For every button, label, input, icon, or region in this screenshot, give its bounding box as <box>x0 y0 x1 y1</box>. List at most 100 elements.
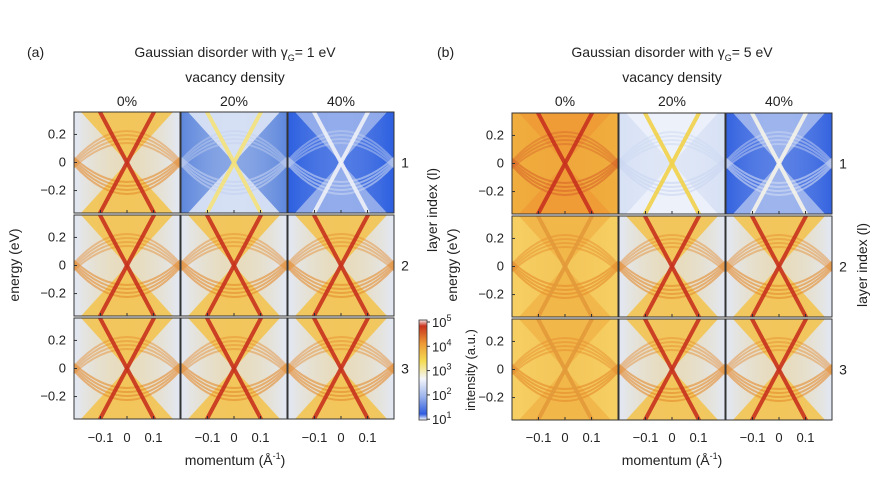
band-arc <box>181 340 287 371</box>
y-tick-label: 0.2 <box>486 127 504 142</box>
y-tick-label: 0 <box>59 361 66 376</box>
heatmap-panel <box>181 215 287 316</box>
band-arc <box>726 157 832 184</box>
band-arc <box>619 246 725 273</box>
band-arc <box>181 344 287 373</box>
y-tick-label: 0 <box>59 155 66 170</box>
band-arc <box>619 242 725 271</box>
band-arc <box>288 241 394 270</box>
column-label: 0% <box>555 93 575 109</box>
band-arc <box>726 345 832 374</box>
column-label: 40% <box>765 93 793 109</box>
lower-cone <box>81 368 173 419</box>
band-arc <box>288 158 394 187</box>
colorbar-tick-label: 102 <box>432 386 451 403</box>
band-arc <box>619 135 725 166</box>
band-arc <box>288 364 394 393</box>
colorbar: 105 104 103 102 101 intensity (a.u.) <box>418 313 478 427</box>
column-header-b: vacancy density <box>622 69 722 85</box>
upper-cone <box>733 319 825 370</box>
upper-cone <box>81 215 173 266</box>
band-arc <box>288 263 394 294</box>
band-arc <box>512 267 618 299</box>
band-arc <box>288 266 394 298</box>
row-label: 3 <box>401 361 409 377</box>
dirac-band <box>98 112 156 213</box>
lower-cone <box>188 265 280 316</box>
lower-cone <box>81 162 173 213</box>
band-arc <box>619 337 725 369</box>
band-arc <box>619 139 725 168</box>
heatmap-panel <box>512 319 618 420</box>
lower-cone <box>733 369 825 420</box>
heatmap-panel <box>726 113 832 214</box>
lower-cone <box>295 162 387 213</box>
band-arc <box>74 142 180 169</box>
column-label: 0% <box>117 93 137 109</box>
upper-cone <box>519 113 611 164</box>
upper-cone <box>519 319 611 370</box>
band-arc <box>74 156 180 183</box>
band-arc <box>512 262 618 291</box>
band-arc <box>181 233 287 265</box>
colorbar-tick-label: 103 <box>432 362 451 379</box>
band-arc <box>619 161 725 192</box>
title-b: Gaussian disorder with γG= 5 eV <box>571 44 773 63</box>
band-arc <box>726 135 832 166</box>
band-arc <box>74 134 180 165</box>
heatmap-grid-b: 0.2 0 −0.2 1 0.2 0 −0.2 2 0.2 0 −0.2 3 0% −0.1 0 0.1 20%… <box>478 93 847 445</box>
heatmap-panels: 0.20−0.210.20−0.220.20−0.230%−0.1 0 0.120%… <box>40 93 847 445</box>
band-arc <box>619 143 725 170</box>
band-arc <box>181 158 287 187</box>
heatmap-panel <box>74 215 180 316</box>
band-arc <box>74 130 180 162</box>
y-tick-label: −0.2 <box>40 389 66 404</box>
y-tick-label: 0.2 <box>48 332 66 347</box>
band-arc <box>181 142 287 169</box>
band-arc <box>74 163 180 195</box>
band-arc <box>726 161 832 192</box>
x-tick-label: −0.1 <box>633 430 659 445</box>
band-arc <box>181 134 287 165</box>
dirac-band <box>750 216 808 317</box>
band-arc <box>181 245 287 272</box>
band-arc <box>726 337 832 369</box>
band-arc <box>726 234 832 266</box>
heatmap-panel <box>181 318 287 419</box>
band-arc <box>619 234 725 266</box>
y-tick-label: −0.2 <box>478 390 504 405</box>
lower-cone <box>188 162 280 213</box>
band-arc <box>726 267 832 299</box>
band-arc <box>181 241 287 270</box>
band-arc <box>288 237 394 268</box>
band-arc <box>181 366 287 397</box>
band-arc <box>726 264 832 295</box>
band-arc <box>619 349 725 376</box>
band-arc <box>512 337 618 369</box>
band-arc <box>726 365 832 394</box>
band-arc <box>619 159 725 188</box>
lower-cone <box>519 163 611 214</box>
band-arc <box>288 233 394 265</box>
band-arc <box>74 344 180 373</box>
band-arc <box>288 134 394 165</box>
x-tick-label: −0.1 <box>195 430 221 445</box>
band-arc <box>512 131 618 163</box>
x-tick-label: 0.1 <box>796 430 814 445</box>
band-arc <box>181 261 287 290</box>
colorbar-gradient <box>418 319 428 421</box>
band-arc <box>512 260 618 287</box>
band-arc <box>181 266 287 298</box>
band-arc <box>74 263 180 294</box>
column-label: 40% <box>327 93 355 109</box>
dirac-band <box>643 319 701 420</box>
upper-cone <box>81 112 173 163</box>
band-arc <box>74 237 180 268</box>
band-arc <box>726 363 832 390</box>
y-tick-label: 0.2 <box>486 230 504 245</box>
xlabel-b: momentum (Å-1) <box>622 451 723 468</box>
band-arc <box>726 143 832 170</box>
upper-cone <box>295 318 387 369</box>
y-tick-label: 0 <box>497 362 504 377</box>
upper-cone <box>188 318 280 369</box>
